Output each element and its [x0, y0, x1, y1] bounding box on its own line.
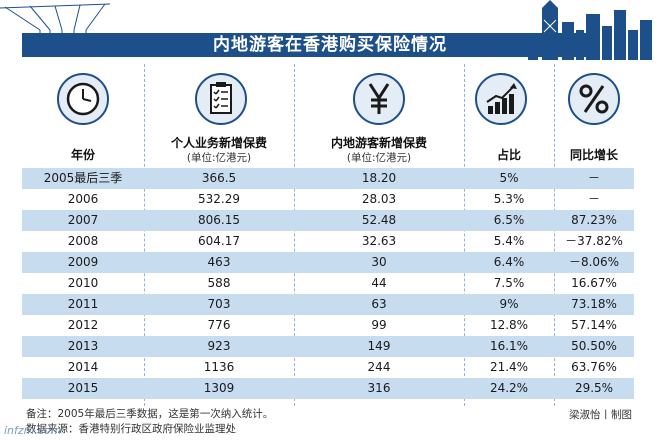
cell-year: 2014: [67, 360, 99, 374]
cell-growth: 87.23%: [571, 213, 617, 227]
page-title: 内地游客在香港购买保险情况: [213, 35, 447, 55]
cell-share: 9%: [499, 297, 519, 311]
table-row: 2006 532.29 28.03 5.3% －: [22, 189, 634, 210]
cell-share: 12.8%: [489, 318, 529, 332]
header-personal-unit: (单位:亿港元): [186, 152, 252, 164]
table-row: 2015 1309 316 24.2% 29.5%: [22, 378, 634, 399]
cell-mainland-premium: 316: [367, 381, 391, 395]
cell-share: 5.3%: [493, 192, 525, 206]
cell-personal-premium: 532.29: [198, 192, 240, 206]
cell-personal-premium: 776: [207, 318, 231, 332]
header-personal-premium: 个人业务新增保费: [170, 136, 267, 150]
cell-personal-premium: 604.17: [198, 234, 240, 248]
cell-personal-premium: 703: [207, 297, 231, 311]
cell-mainland-premium: 30: [371, 255, 387, 269]
column-divider: [144, 64, 145, 406]
table-row: 2012 776 99 12.8% 57.14%: [22, 315, 634, 336]
cell-year: 2013: [67, 339, 99, 353]
cell-growth: 63.76%: [571, 360, 617, 374]
cell-mainland-premium: 32.63: [361, 234, 397, 248]
column-divider: [554, 64, 555, 406]
footnote-source: 数据来源：香港特别行政区政府保险业监理处: [26, 423, 236, 435]
cell-year: 2011: [67, 297, 99, 311]
cell-personal-premium: 463: [207, 255, 231, 269]
table-row: 2005最后三季 366.5 18.20 5% －: [22, 168, 634, 189]
cell-share: 7.5%: [493, 276, 525, 290]
table-row: 2008 604.17 32.63 5.4% －37.82%: [22, 231, 634, 252]
clipboard-checklist-icon: [195, 73, 247, 125]
cell-year: 2008: [67, 234, 99, 248]
cell-growth: －: [587, 192, 600, 206]
cell-mainland-premium: 52.48: [361, 213, 397, 227]
column-divider: [464, 64, 465, 406]
cell-mainland-premium: 63: [371, 297, 387, 311]
header-year: 年份: [70, 148, 95, 162]
insurance-data-table: 2005最后三季 366.5 18.20 5% － 2006 532.29 28.03 5.3%…: [22, 168, 634, 399]
cell-personal-premium: 923: [207, 339, 231, 353]
title-banner: [22, 33, 587, 57]
cell-share: 16.1%: [489, 339, 529, 353]
clock-icon: [57, 73, 109, 125]
cell-mainland-premium: 99: [371, 318, 387, 332]
cell-share: 21.4%: [489, 360, 529, 374]
header-mainland-unit: (单位:亿港元): [346, 152, 412, 164]
cell-year: 2005最后三季: [43, 171, 123, 185]
cell-personal-premium: 806.15: [198, 213, 240, 227]
header-growth: 同比增长: [569, 148, 618, 162]
cell-growth: 29.5%: [574, 381, 614, 395]
site-watermark: infzm.com: [4, 424, 62, 437]
cell-personal-premium: 366.5: [201, 171, 237, 185]
table-row: 2007 806.15 52.48 6.5% 87.23%: [22, 210, 634, 231]
cell-mainland-premium: 44: [371, 276, 387, 290]
cell-mainland-premium: 18.20: [361, 171, 397, 185]
table-row: 2009 463 30 6.4% －8.06%: [22, 252, 634, 273]
cell-year: 2009: [67, 255, 99, 269]
table-row: 2013 923 149 16.1% 50.50%: [22, 336, 634, 357]
cell-share: 24.2%: [489, 381, 529, 395]
cell-mainland-premium: 28.03: [361, 192, 397, 206]
cell-share: 5.4%: [493, 234, 525, 248]
cell-growth: 16.67%: [571, 276, 617, 290]
column-divider: [294, 64, 295, 406]
growth-chart-icon: [475, 73, 527, 125]
cell-personal-premium: 588: [207, 276, 231, 290]
cell-year: 2010: [67, 276, 99, 290]
cell-year: 2007: [67, 213, 99, 227]
cell-growth: －: [587, 171, 600, 185]
cell-mainland-premium: 244: [367, 360, 391, 374]
cell-growth: －37.82%: [565, 234, 623, 248]
table-row: 2014 1136 244 21.4% 63.76%: [22, 357, 634, 378]
cell-share: 6.5%: [493, 213, 525, 227]
percent-icon: [568, 73, 620, 125]
table-row: 2010 588 44 7.5% 16.67%: [22, 273, 634, 294]
cell-growth: 73.18%: [571, 297, 617, 311]
chart-credit: 梁淑怡丨制图: [569, 409, 632, 421]
yen-coin-icon: [353, 73, 405, 125]
footnote-note: 备注：2005年最后三季数据，这是第一次纳入统计。: [26, 408, 274, 420]
cell-growth: －8.06%: [568, 255, 620, 269]
header-share: 占比: [496, 148, 521, 162]
cell-year: 2006: [67, 192, 99, 206]
header-mainland-premium: 内地游客新增保费: [330, 136, 427, 150]
cell-growth: 50.50%: [571, 339, 617, 353]
cell-personal-premium: 1136: [203, 360, 235, 374]
cell-share: 5%: [499, 171, 519, 185]
cell-year: 2015: [67, 381, 99, 395]
cell-personal-premium: 1309: [203, 381, 235, 395]
cell-share: 6.4%: [493, 255, 525, 269]
cell-year: 2012: [67, 318, 99, 332]
table-row: 2011 703 63 9% 73.18%: [22, 294, 634, 315]
cell-growth: 57.14%: [571, 318, 617, 332]
cell-mainland-premium: 149: [367, 339, 391, 353]
